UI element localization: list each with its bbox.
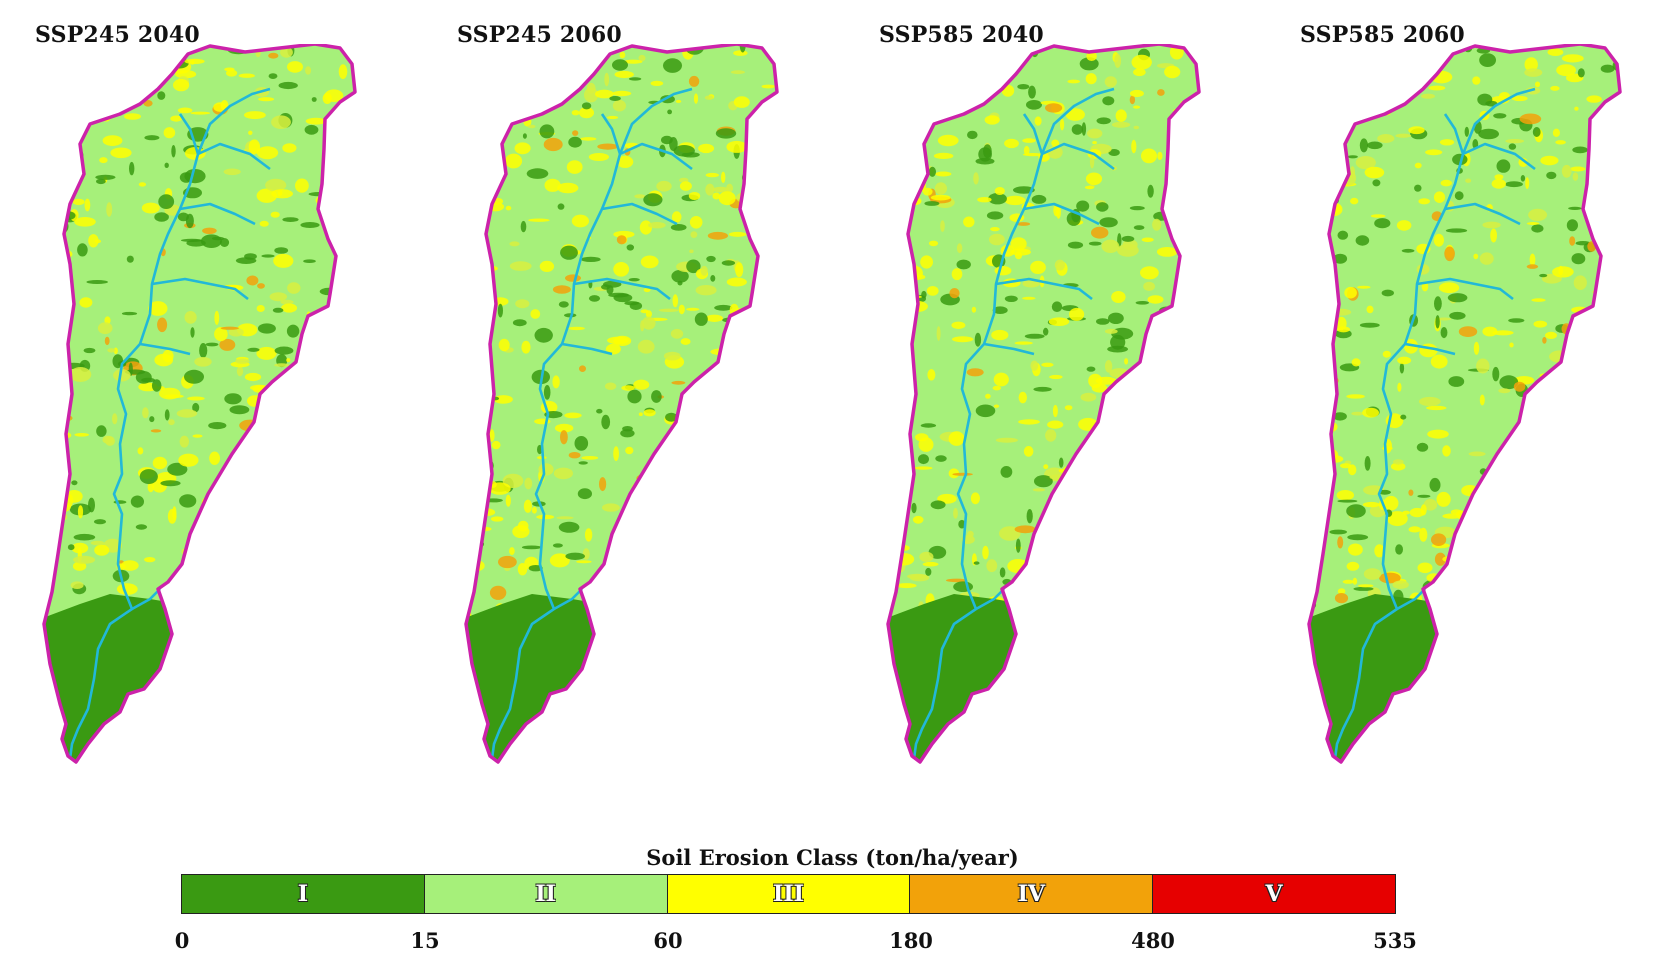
erosion-map-1 xyxy=(40,44,370,814)
legend-tick-535: 535 xyxy=(1373,928,1417,953)
panel-title-3: SSP585 2040 xyxy=(879,22,1044,48)
legend-title: Soil Erosion Class (ton/ha/year) xyxy=(646,845,1019,870)
legend-tick-180: 180 xyxy=(889,928,933,953)
legend-class-3: III xyxy=(667,875,911,913)
legend-tick-60: 60 xyxy=(653,928,683,953)
legend-class-1: I xyxy=(182,875,425,913)
erosion-map-3 xyxy=(884,44,1214,814)
panel-title-1: SSP245 2040 xyxy=(35,22,200,48)
legend-bar: I II III IV V xyxy=(181,874,1396,914)
legend-tick-15: 15 xyxy=(410,928,440,953)
panel-title-2: SSP245 2060 xyxy=(457,22,622,48)
legend-tick-480: 480 xyxy=(1131,928,1175,953)
legend-class-2: II xyxy=(424,875,668,913)
legend-class-5: V xyxy=(1153,875,1395,913)
panel-title-4: SSP585 2060 xyxy=(1300,22,1465,48)
legend-tick-0: 0 xyxy=(174,928,190,953)
erosion-map-2 xyxy=(462,44,792,814)
legend-class-4: IV xyxy=(910,875,1154,913)
erosion-map-4 xyxy=(1305,44,1635,814)
